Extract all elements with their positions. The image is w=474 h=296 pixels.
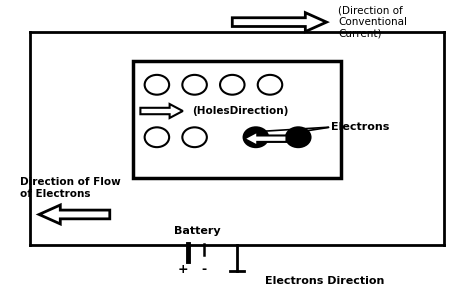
Ellipse shape — [258, 75, 282, 95]
Ellipse shape — [244, 127, 268, 147]
Text: (HolesDirection): (HolesDirection) — [192, 106, 289, 116]
Ellipse shape — [182, 75, 207, 95]
Text: (Direction of
Conventional
Current): (Direction of Conventional Current) — [338, 6, 407, 39]
FancyArrow shape — [244, 132, 286, 146]
Text: Electrons: Electrons — [331, 122, 390, 132]
Ellipse shape — [182, 127, 207, 147]
Text: -: - — [201, 263, 207, 276]
Bar — [133, 62, 341, 178]
FancyArrow shape — [140, 104, 183, 118]
Text: Direction of Flow
of Electrons: Direction of Flow of Electrons — [20, 177, 121, 199]
Text: Battery: Battery — [173, 226, 220, 236]
FancyArrow shape — [232, 13, 327, 32]
Ellipse shape — [145, 127, 169, 147]
Text: Electrons Direction: Electrons Direction — [265, 276, 384, 287]
Text: +: + — [177, 263, 188, 276]
FancyArrow shape — [39, 205, 110, 224]
Ellipse shape — [220, 75, 245, 95]
Ellipse shape — [286, 127, 310, 147]
Ellipse shape — [145, 75, 169, 95]
